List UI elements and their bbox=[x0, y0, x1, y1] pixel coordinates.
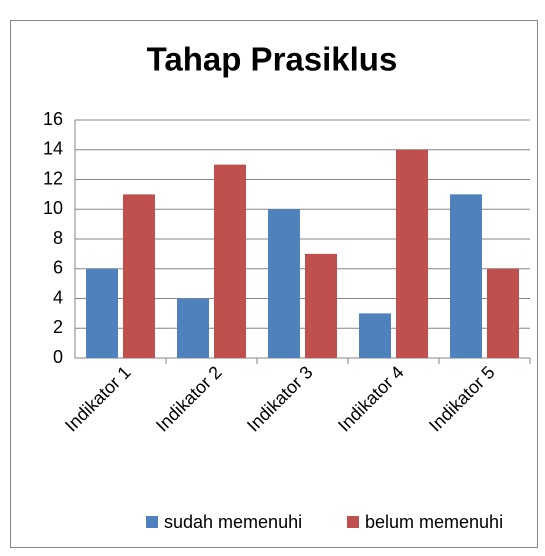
bar bbox=[123, 194, 155, 358]
y-tick-label: 12 bbox=[43, 168, 63, 188]
bar bbox=[86, 268, 118, 358]
legend-swatch bbox=[146, 516, 158, 528]
y-tick-label: 0 bbox=[53, 347, 63, 367]
legend-swatch bbox=[347, 516, 359, 528]
legend-label: sudah memenuhi bbox=[164, 512, 302, 532]
y-tick-label: 8 bbox=[53, 228, 63, 248]
bar bbox=[214, 164, 246, 358]
bar bbox=[177, 298, 209, 358]
chart-title: Tahap Prasiklus bbox=[147, 41, 398, 78]
bar bbox=[450, 194, 482, 358]
y-tick-label: 10 bbox=[43, 198, 63, 218]
bar bbox=[305, 253, 337, 358]
y-tick-label: 2 bbox=[53, 317, 63, 337]
legend-label: belum memenuhi bbox=[365, 512, 503, 532]
y-tick-label: 14 bbox=[43, 139, 63, 159]
bar bbox=[487, 268, 519, 358]
bar bbox=[268, 209, 300, 358]
bar bbox=[359, 313, 391, 358]
y-tick-label: 16 bbox=[43, 109, 63, 129]
y-tick-label: 4 bbox=[53, 287, 63, 307]
y-tick-label: 6 bbox=[53, 258, 63, 278]
bar bbox=[396, 149, 428, 358]
